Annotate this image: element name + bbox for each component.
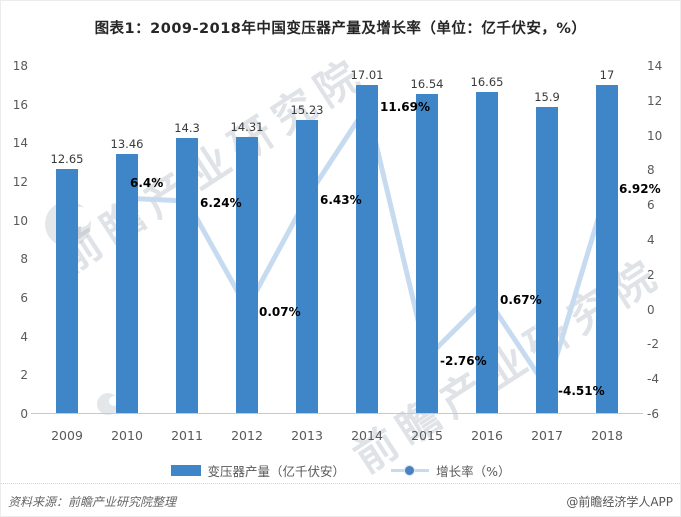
y-axis-tick-right: -4 [647, 372, 659, 387]
bar-value-label: 17 [599, 68, 615, 83]
legend-line-swatch-icon [391, 464, 430, 476]
legend-bar-label: 变压器产量（亿千伏安） [207, 463, 346, 479]
y-axis-tick-right: 14 [647, 59, 663, 73]
y-axis-tick-right: -6 [647, 407, 659, 421]
x-axis-label: 2017 [531, 428, 563, 443]
bar-2015 [416, 94, 438, 414]
bar-value-label: 14.31 [230, 120, 264, 135]
x-axis-label: 2018 [591, 428, 623, 443]
y-axis-tick-left: 6 [20, 291, 28, 305]
footer-brand: @前瞻经济学人APP [566, 494, 673, 509]
y-axis-tick-right: 6 [647, 198, 655, 213]
y-axis-tick-right: 0 [647, 302, 655, 317]
bar-2016 [476, 92, 498, 414]
x-axis-label: 2012 [231, 428, 263, 443]
legend-bar-swatch-icon [170, 464, 201, 476]
footer: 资料来源：前瞻产业研究院整理 @前瞻经济学人APP [1, 491, 680, 511]
y-axis-tick-left: 10 [12, 213, 28, 228]
y-axis-tick-right: 12 [647, 93, 663, 108]
growth-value-label: 0.67% [500, 293, 542, 308]
y-axis-tick-right: 8 [647, 163, 655, 178]
bar-value-label: 14.3 [174, 120, 200, 135]
y-axis-tick-left: 8 [20, 252, 28, 267]
growth-value-label: -4.51% [558, 383, 605, 398]
y-axis-right: 14 12 10 8 6 4 2 0 -2 -4 -6 [647, 1, 680, 516]
y-axis-tick-left: 14 [12, 136, 28, 151]
legend: 变压器产量（亿千伏安） 增长率（%） [1, 461, 680, 479]
y-axis-tick-left: 16 [12, 97, 28, 112]
legend-item-production: 变压器产量（亿千伏安） [170, 461, 346, 480]
growth-value-label: 6.92% [619, 181, 661, 196]
y-axis-tick-left: 2 [20, 368, 28, 383]
plot-area: 12.65 13.46 14.3 14.31 15.23 17.01 16.54 16.65 1… [37, 66, 661, 414]
footer-divider [1, 483, 680, 484]
x-axis-label: 2013 [291, 428, 323, 443]
x-axis-label: 2014 [351, 428, 383, 443]
x-axis-label: 2015 [411, 428, 443, 443]
x-axis-label: 2009 [51, 428, 83, 443]
y-axis-tick-left: 0 [20, 407, 28, 421]
bar-2018 [596, 85, 618, 414]
x-axis-label: 2010 [111, 428, 143, 443]
bar-2014 [356, 85, 378, 414]
growth-value-label: 0.07% [259, 304, 301, 319]
bar-value-label: 16.54 [410, 77, 444, 92]
growth-value-label: 11.69% [380, 99, 430, 114]
bar-2013 [296, 119, 318, 414]
y-axis-left: 18 16 14 12 10 8 6 4 2 0 [1, 1, 28, 516]
bar-value-label: 17.01 [350, 68, 384, 83]
y-axis-tick-right: 2 [647, 267, 655, 282]
growth-value-label: 6.24% [200, 195, 242, 210]
x-axis: 2009 2010 2011 2012 2013 2014 2015 2016 2017 2018 [37, 429, 637, 447]
y-axis-tick-right: 4 [647, 233, 655, 247]
legend-item-growth: 增长率（%） [391, 461, 510, 480]
x-axis-label: 2016 [471, 428, 503, 443]
legend-line-label: 增长率（%） [436, 463, 511, 479]
y-axis-tick-left: 18 [12, 59, 28, 73]
y-axis-tick-right: 10 [647, 128, 663, 143]
bar-value-label: 13.46 [110, 136, 144, 151]
growth-value-label: 6.4% [130, 175, 164, 190]
bar-2009 [56, 169, 78, 414]
bar-2017 [536, 106, 558, 414]
x-axis-line [31, 413, 643, 414]
footer-source: 资料来源：前瞻产业研究院整理 [8, 494, 177, 509]
x-axis-label: 2011 [171, 428, 203, 443]
bar-2011 [176, 137, 198, 414]
growth-value-label: -2.76% [440, 354, 487, 369]
bar-value-label: 16.65 [470, 75, 504, 90]
bar-2012 [236, 137, 258, 414]
y-axis-tick-left: 4 [20, 329, 28, 344]
bar-value-label: 15.9 [534, 89, 560, 104]
y-axis-tick-right: -2 [647, 337, 659, 352]
growth-value-label: 6.43% [320, 193, 362, 208]
bar-value-label: 12.65 [50, 152, 84, 167]
y-axis-tick-left: 12 [12, 175, 28, 189]
bar-2010 [116, 153, 138, 414]
bar-value-label: 15.23 [290, 102, 324, 117]
chart-title: 图表1：2009-2018年中国变压器产量及增长率（单位：亿千伏安，%） [94, 21, 587, 37]
